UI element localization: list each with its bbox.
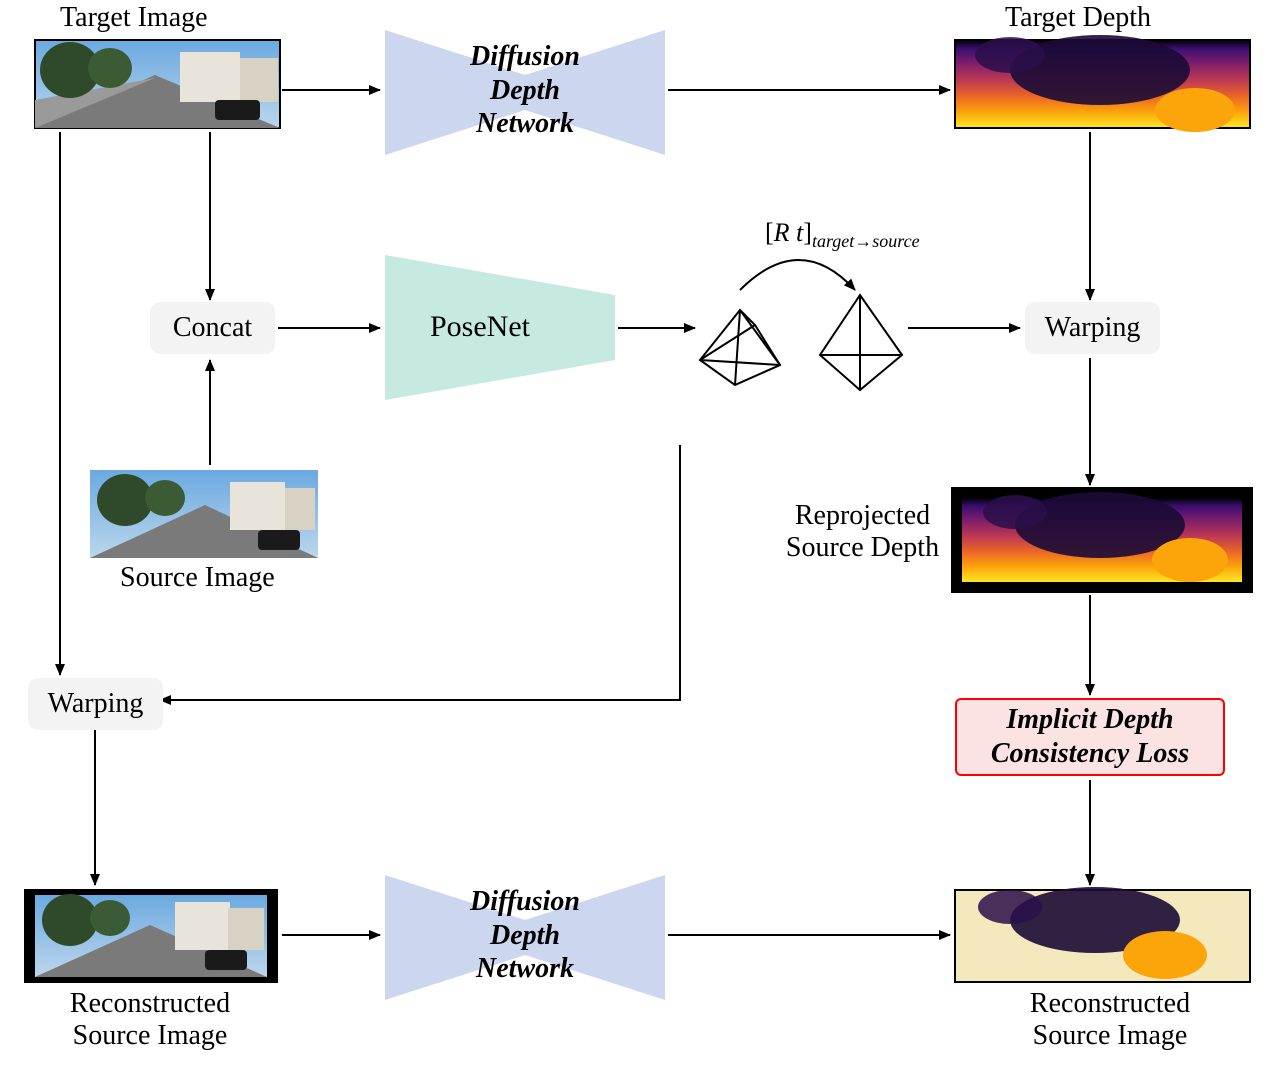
warping1-label: Warping	[1045, 312, 1141, 344]
label-ddn1: Diffusion Depth Network	[460, 40, 590, 141]
warping1-box: Warping	[1025, 302, 1160, 354]
label-target-image: Target Image	[60, 2, 208, 34]
thumb-recon-image	[25, 890, 277, 982]
label-reproj-depth: Reprojected Source Depth	[780, 500, 945, 564]
pose-arc-arrow	[740, 260, 855, 290]
thumb-reproj-depth	[952, 488, 1252, 592]
label-target-depth: Target Depth	[1005, 2, 1151, 34]
label-posenet: PoseNet	[430, 310, 530, 344]
label-ddn2: Diffusion Depth Network	[460, 885, 590, 986]
thumb-recon-depth: < rect x="968" y="890" width="268" heigh…	[955, 887, 1250, 982]
diagram-svg: < rect x="968" y="890" width="268" heigh…	[0, 0, 1276, 1085]
thumb-source-image	[90, 470, 318, 558]
label-recon-source-image: Reconstructed Source Image	[40, 988, 260, 1052]
concat-label: Concat	[173, 312, 252, 344]
warping2-box: Warping	[28, 678, 163, 730]
label-pose-transform: [R t]target→source	[765, 218, 920, 252]
thumb-target-image	[35, 40, 280, 128]
label-source-image: Source Image	[120, 562, 275, 594]
loss-label: Implicit Depth Consistency Loss	[991, 703, 1189, 770]
camera-frusta	[700, 295, 902, 390]
label-recon-source-depth: Reconstructed Source Image	[1000, 988, 1220, 1052]
loss-box: Implicit Depth Consistency Loss	[955, 698, 1225, 776]
warping2-label: Warping	[48, 688, 144, 720]
concat-box: Concat	[150, 302, 275, 354]
thumb-target-depth	[955, 35, 1250, 132]
